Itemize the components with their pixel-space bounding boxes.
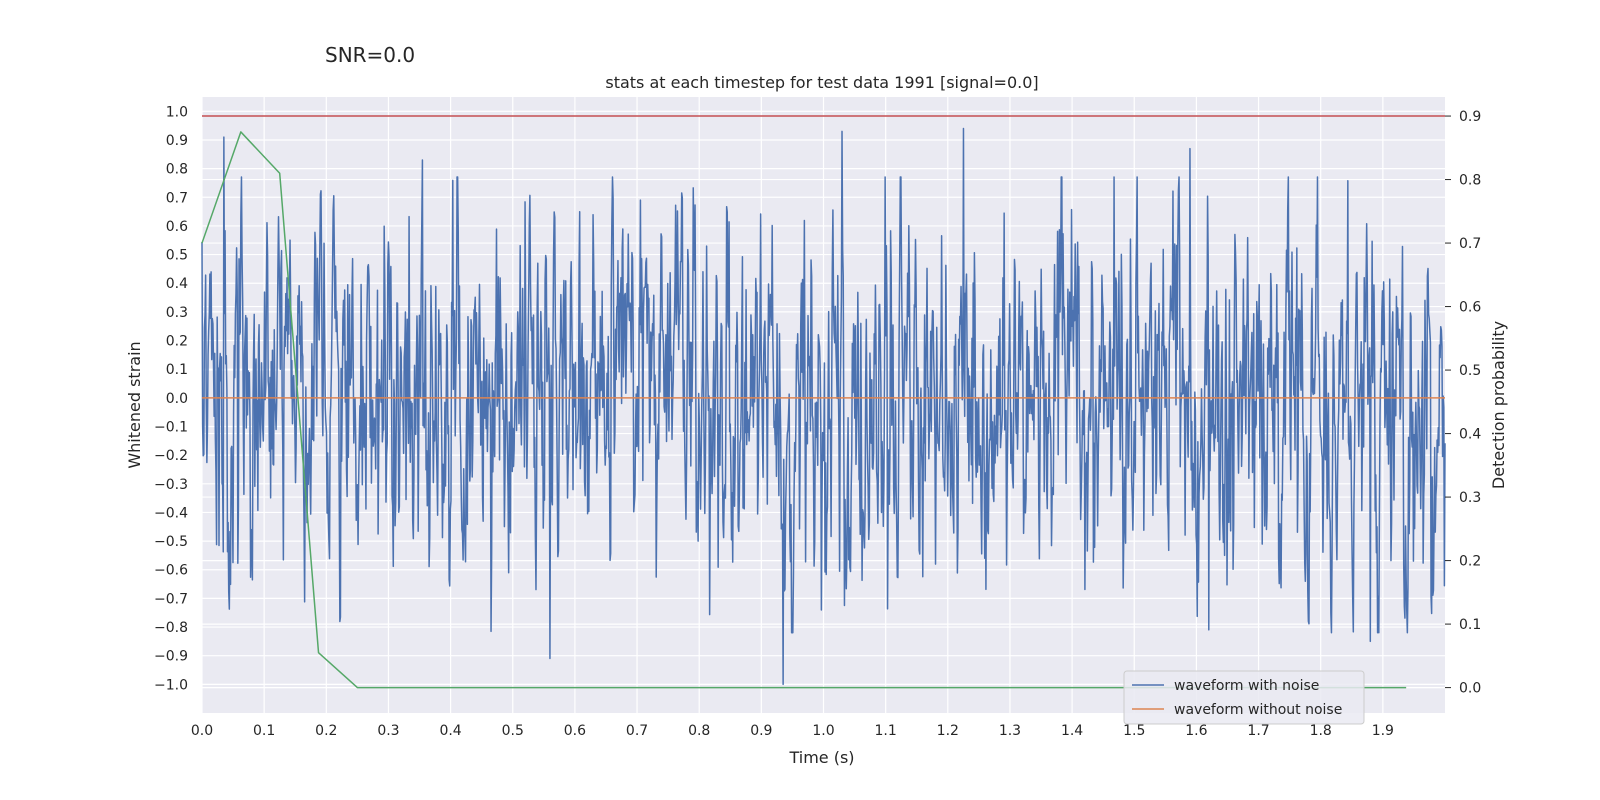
- y2-tick-label: 0.0: [1459, 681, 1481, 697]
- y2-tick-label: 0.9: [1459, 109, 1481, 125]
- detection-probability-line: [201, 131, 1407, 689]
- y-tick-label: −0.8: [154, 620, 188, 636]
- x-tick-label: 0.0: [191, 723, 213, 739]
- x-tick-label: 0.7: [626, 723, 648, 739]
- y-axis-label: Whitened strain: [125, 341, 144, 468]
- x-tick-label: 0.2: [315, 723, 337, 739]
- x-tick-label: 0.8: [688, 723, 710, 739]
- y2-tick-label: 0.2: [1459, 554, 1481, 570]
- x-tick-label: 1.0: [812, 723, 834, 739]
- y2-tick-label: 0.8: [1459, 173, 1481, 189]
- chart-title: stats at each timestep for test data 199…: [605, 73, 1038, 92]
- legend-label-clean: waveform without noise: [1174, 702, 1342, 718]
- y-tick-label: 0.0: [166, 391, 188, 407]
- y-tick-label: −1.0: [154, 677, 188, 693]
- y-tick-label: 0.6: [166, 219, 188, 235]
- x-tick-label: 1.9: [1372, 723, 1394, 739]
- y-tick-label: −0.7: [154, 591, 188, 607]
- series-layer: [201, 115, 1446, 689]
- x-axis-ticks: 0.0 0.1 0.2 0.3 0.4 0.5 0.6 0.7 0.8 0.9 1.0 1.1 1.2 1…: [191, 723, 1394, 739]
- y2-tick-label: 0.1: [1459, 617, 1481, 633]
- legend: waveform with noise waveform without noi…: [1123, 670, 1365, 725]
- x-tick-label: 1.2: [937, 723, 959, 739]
- y-tick-label: −0.2: [154, 448, 188, 464]
- x-tick-label: 0.6: [564, 723, 586, 739]
- y-tick-label: −0.6: [154, 563, 188, 579]
- x-tick-label: 0.5: [502, 723, 524, 739]
- y-tick-label: 0.4: [166, 276, 188, 292]
- x-tick-label: 0.9: [750, 723, 772, 739]
- y-tick-label: 0.8: [166, 162, 188, 178]
- y-tick-label: 0.3: [166, 305, 188, 321]
- y2-tick-label: 0.4: [1459, 427, 1481, 443]
- x-tick-label: 1.3: [999, 723, 1021, 739]
- y-tick-label: 0.1: [166, 362, 188, 378]
- y2-tick-label: 0.3: [1459, 490, 1481, 506]
- y-tick-label: 1.0: [166, 104, 188, 120]
- y-tick-label: 0.9: [166, 133, 188, 149]
- x-tick-label: 1.1: [875, 723, 897, 739]
- waveform-with-noise-line: [201, 127, 1446, 686]
- x-tick-label: 0.3: [377, 723, 399, 739]
- chart-suptitle: SNR=0.0: [325, 43, 415, 67]
- y2-axis-ticks: 0.9 0.8 0.7 0.6 0.5 0.4 0.3 0.2 0.1 0.0: [1445, 109, 1481, 697]
- y2-tick-label: 0.6: [1459, 300, 1481, 316]
- x-tick-label: 0.4: [439, 723, 461, 739]
- y-tick-label: −0.1: [154, 419, 188, 435]
- y2-tick-label: 0.5: [1459, 363, 1481, 379]
- x-tick-label: 1.4: [1061, 723, 1083, 739]
- y-tick-label: −0.5: [154, 534, 188, 550]
- y-tick-label: −0.3: [154, 477, 188, 493]
- y-tick-label: 0.5: [166, 248, 188, 264]
- x-tick-label: 1.8: [1310, 723, 1332, 739]
- y-axis-ticks: 1.0 0.9 0.8 0.7 0.6 0.5 0.4 0.3 0.2 0.1 0.0 −0.1 −0.…: [154, 104, 188, 693]
- y-tick-label: 0.2: [166, 334, 188, 350]
- legend-box: [1123, 670, 1365, 725]
- y-tick-label: −0.9: [154, 649, 188, 665]
- y2-axis-label: Detection probability: [1489, 321, 1508, 489]
- x-tick-label: 1.7: [1247, 723, 1269, 739]
- legend-label-noise: waveform with noise: [1174, 678, 1319, 694]
- x-tick-label: 1.5: [1123, 723, 1145, 739]
- y-tick-label: 0.7: [166, 190, 188, 206]
- y2-tick-label: 0.7: [1459, 236, 1481, 252]
- x-tick-label: 1.6: [1185, 723, 1207, 739]
- y-tick-label: −0.4: [154, 505, 188, 521]
- x-tick-label: 0.1: [253, 723, 275, 739]
- x-axis-label: Time (s): [788, 748, 854, 767]
